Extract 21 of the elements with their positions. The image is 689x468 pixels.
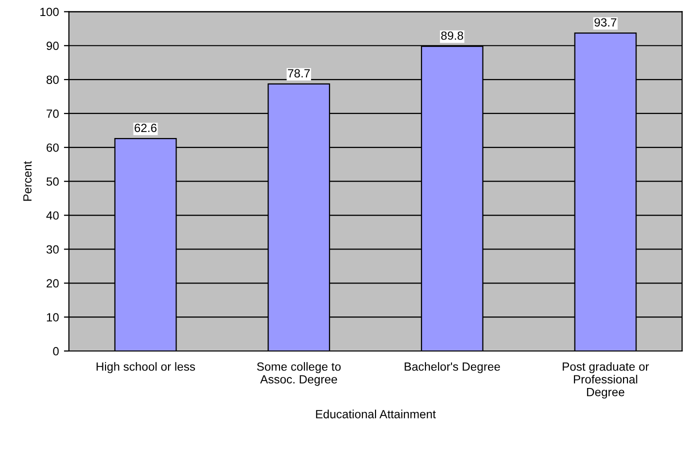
data-label: 78.7 — [288, 69, 310, 78]
data-label: 62.6 — [134, 124, 157, 132]
y-tick-label: 50 — [46, 177, 59, 186]
y-tick-label: 90 — [46, 42, 59, 50]
y-tick-label: 100 — [40, 8, 59, 16]
x-axis-title: Educational Attainment — [316, 410, 436, 418]
y-tick-label: 80 — [46, 76, 59, 84]
x-tick-label: Some college to Assoc. Degree — [257, 362, 341, 386]
x-tick-label: Bachelor's Degree — [404, 362, 500, 374]
data-label: 93.7 — [594, 18, 616, 27]
y-tick-label: 0 — [53, 347, 59, 356]
data-label: 89.8 — [441, 31, 464, 40]
y-tick-label: 40 — [46, 211, 59, 220]
x-tick-label: High school or less — [96, 362, 195, 374]
x-tick-label: Post graduate or Professional Degree — [562, 362, 649, 399]
y-tick-label: 30 — [46, 245, 59, 254]
y-axis-title: Percent — [23, 161, 32, 201]
y-tick-label: 20 — [46, 279, 59, 288]
y-tick-label: 10 — [46, 313, 59, 322]
y-tick-label: 70 — [46, 110, 59, 118]
y-tick-label: 60 — [46, 143, 59, 152]
